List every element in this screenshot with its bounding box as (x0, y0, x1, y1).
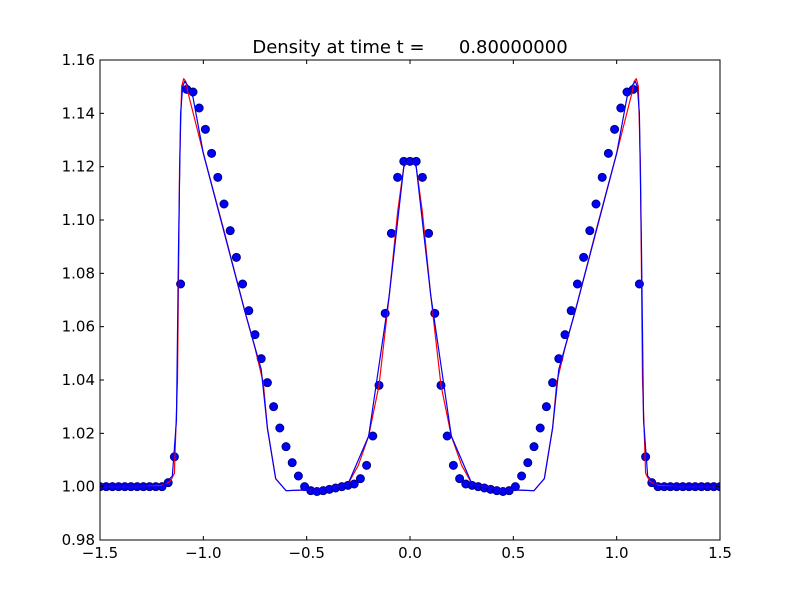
data-point (579, 252, 589, 262)
data-point (541, 402, 551, 412)
data-point (194, 103, 204, 113)
x-axis: −1.5 −1.0 −0.5 0.0 0.5 1.0 1.5 (82, 60, 732, 562)
y-axis: 0.98 1.00 1.02 1.04 1.06 1.08 1.10 1.12 1.14 1.16 (62, 51, 720, 549)
data-point (603, 148, 613, 158)
data-point (591, 199, 601, 209)
data-point (510, 482, 520, 492)
data-point (231, 252, 241, 262)
data-point (238, 279, 248, 289)
data-point (368, 431, 378, 441)
plot-area (100, 78, 720, 496)
data-point (417, 172, 427, 182)
data-point (386, 228, 396, 238)
series-line-2 (100, 80, 720, 492)
x-tick-label: 0.5 (501, 544, 525, 562)
data-point (275, 423, 285, 433)
data-point (616, 103, 626, 113)
x-tick-label: −1.0 (185, 544, 221, 562)
data-point (300, 482, 310, 492)
data-point (548, 378, 558, 388)
data-point (293, 471, 303, 481)
x-tick-label: −0.5 (288, 544, 324, 562)
y-tick-label: 1.04 (62, 371, 95, 389)
data-point (225, 226, 235, 236)
y-tick-label: 1.00 (62, 478, 95, 496)
data-point (504, 486, 514, 496)
data-point (362, 460, 372, 470)
y-tick-label: 1.14 (62, 104, 95, 122)
data-point (572, 279, 582, 289)
data-point (455, 474, 465, 484)
data-point (529, 442, 539, 452)
data-point (411, 156, 421, 166)
x-tick-label: 0.0 (398, 544, 422, 562)
y-tick-label: 1.08 (62, 264, 95, 282)
data-point (287, 458, 297, 468)
data-point (597, 172, 607, 182)
y-tick-label: 1.12 (62, 158, 95, 176)
y-tick-label: 1.16 (62, 51, 95, 69)
y-tick-label: 1.02 (62, 424, 95, 442)
data-point (219, 199, 229, 209)
data-point (269, 402, 279, 412)
y-tick-label: 1.06 (62, 318, 95, 336)
data-point (523, 458, 533, 468)
x-tick-label: −1.5 (82, 544, 118, 562)
data-point (213, 172, 223, 182)
data-point (355, 474, 365, 484)
data-point (442, 431, 452, 441)
data-point (207, 148, 217, 158)
axes-frame (99, 59, 721, 541)
data-point (585, 226, 595, 236)
chart-title: Density at time t = 0.80000000 (252, 37, 567, 58)
data-point (517, 471, 527, 481)
data-point (424, 228, 434, 238)
data-point (262, 378, 272, 388)
data-point (393, 172, 403, 182)
x-tick-label: 1.5 (708, 544, 732, 562)
y-tick-label: 1.10 (62, 211, 95, 229)
data-point (281, 442, 291, 452)
data-point (349, 479, 359, 489)
data-point (610, 124, 620, 134)
data-point (448, 460, 458, 470)
data-point (535, 423, 545, 433)
x-tick-label: 1.0 (605, 544, 629, 562)
data-point (200, 124, 210, 134)
y-tick-label: 0.98 (62, 531, 95, 549)
